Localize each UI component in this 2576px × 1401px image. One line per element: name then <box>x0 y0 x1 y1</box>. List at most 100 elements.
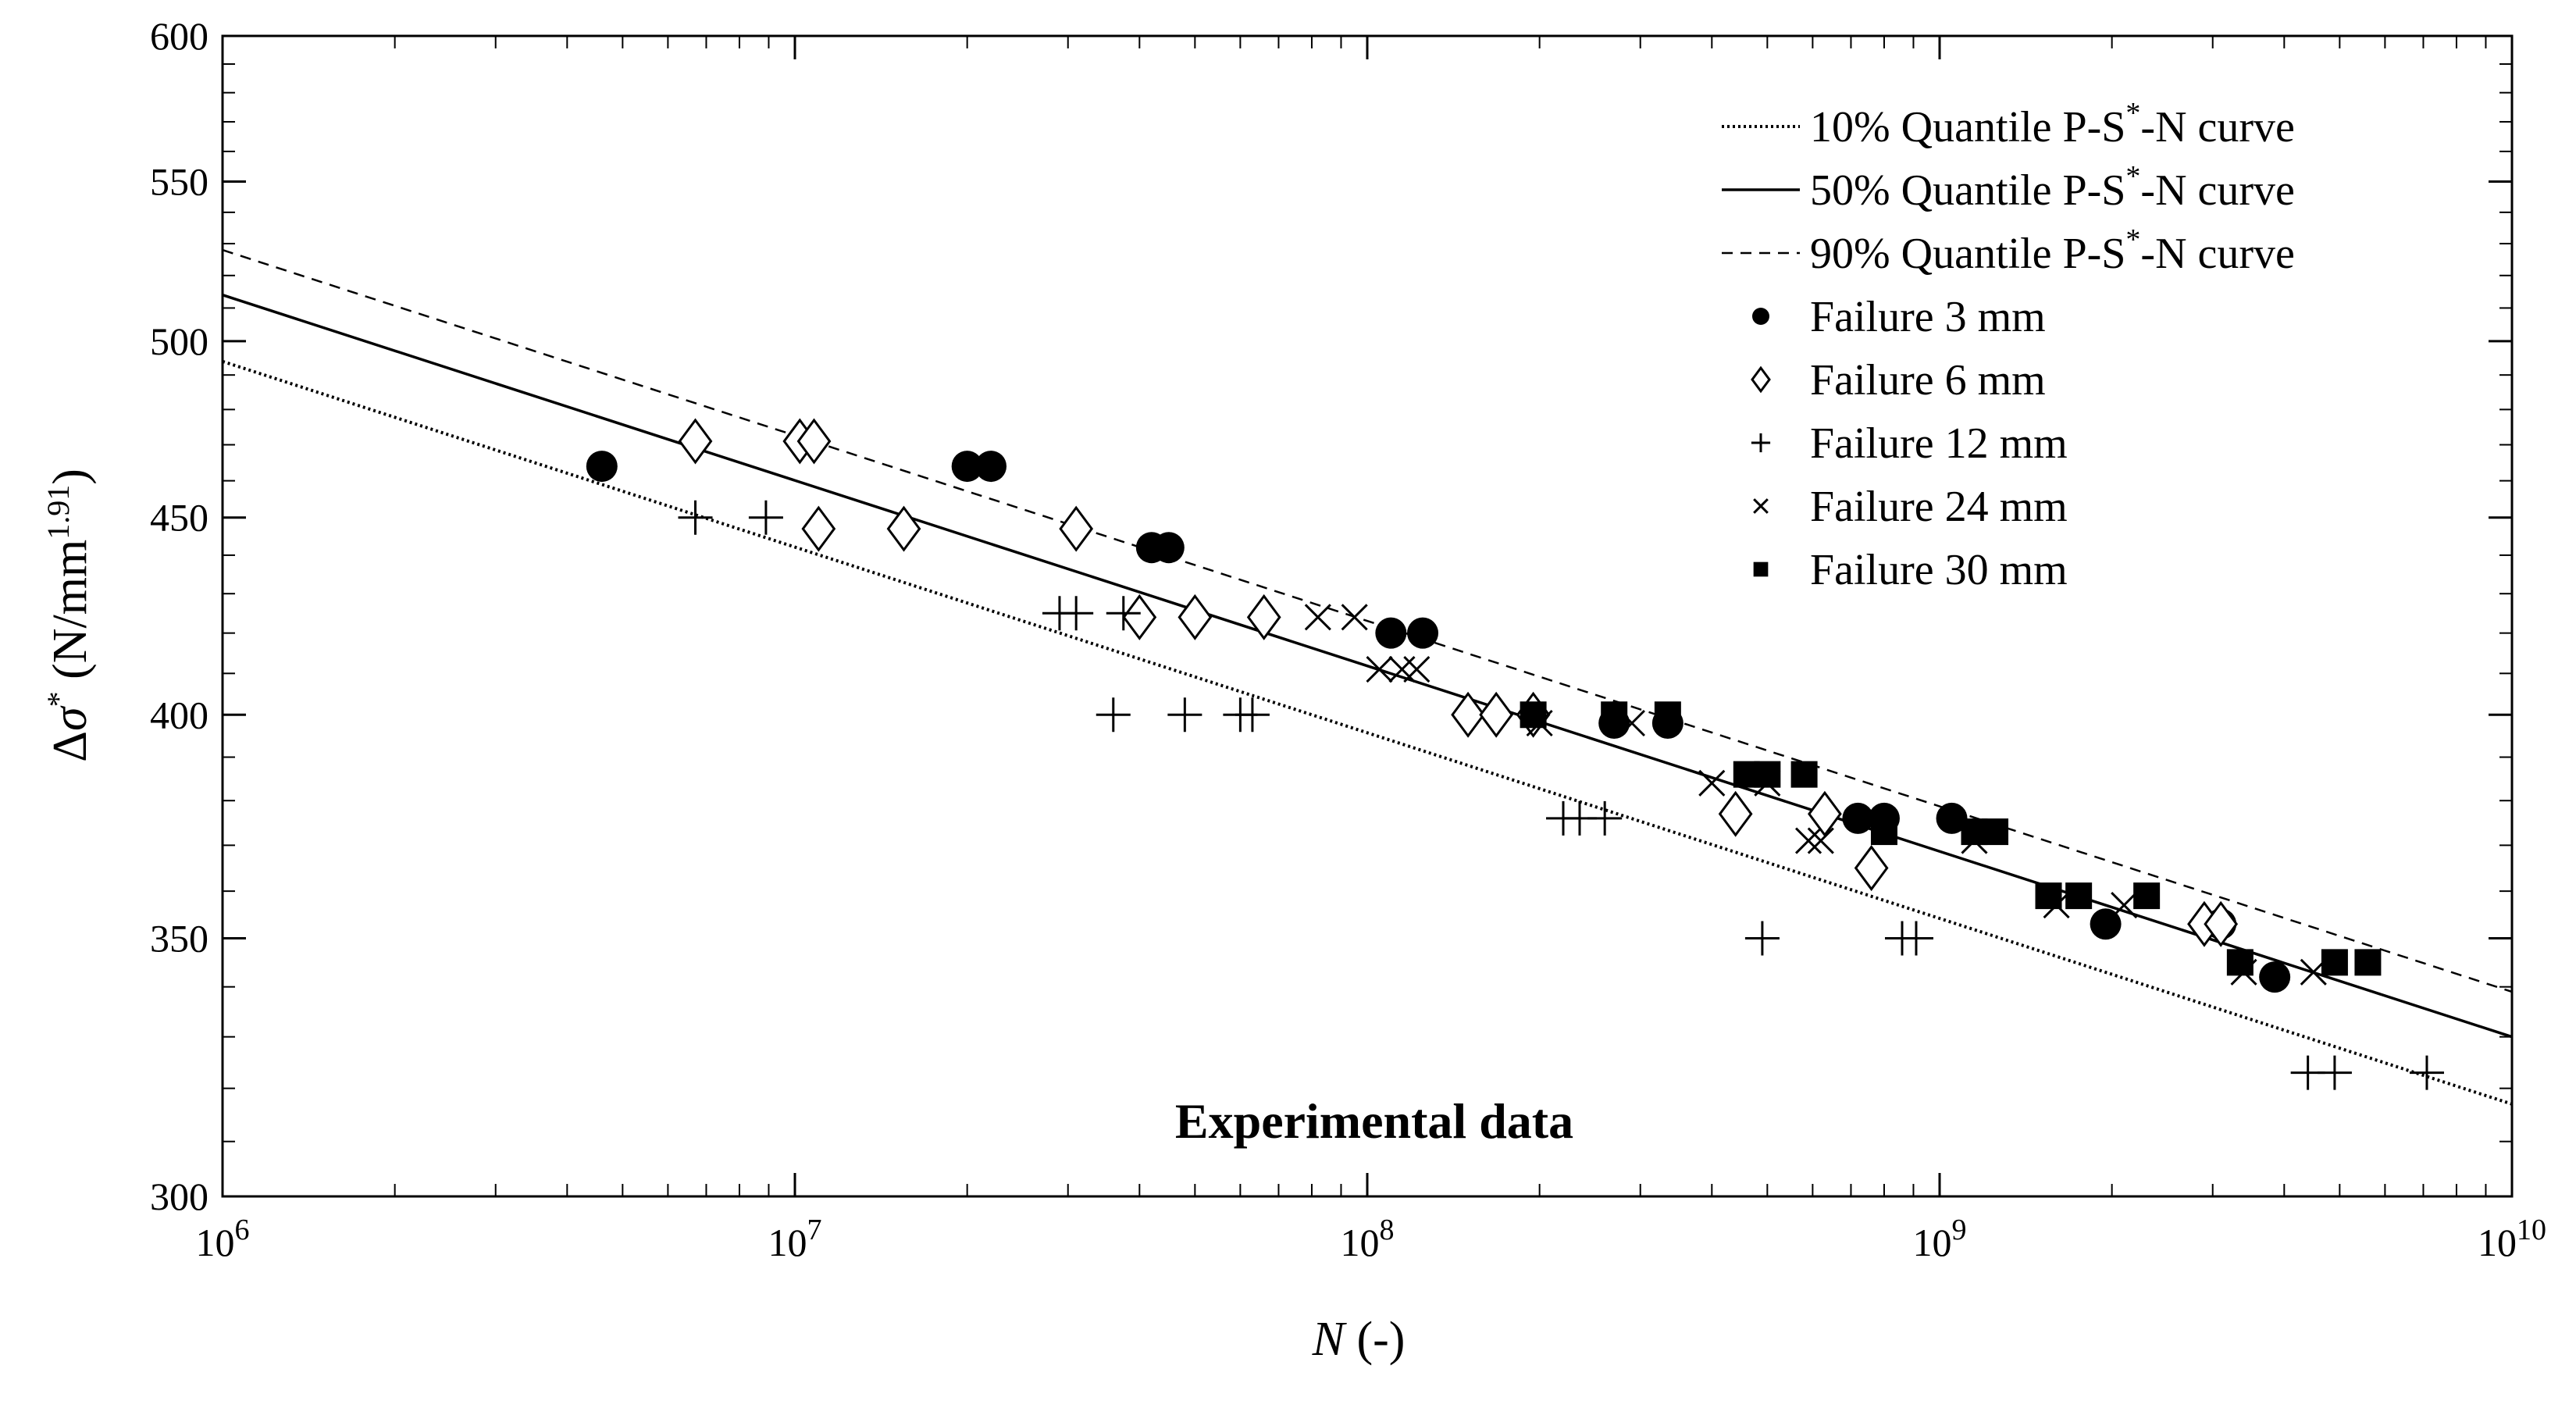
point-failure-6-mm <box>1854 845 1889 892</box>
point-failure-30-mm <box>2133 882 2161 910</box>
x-tick-label: 1010 <box>2478 1214 2546 1264</box>
legend-marker-diamond <box>1751 365 1771 394</box>
point-failure-6-mm <box>1808 790 1842 837</box>
legend-marker-circle <box>1752 308 1769 325</box>
point-failure-12-mm <box>2317 1055 2352 1090</box>
point-failure-6-mm <box>1122 594 1157 640</box>
series-failure-30-mm <box>1520 701 2382 976</box>
legend-label: Failure 30 mm <box>1810 546 2068 594</box>
legend-item: 90% Quantile P-S*-N curve <box>1722 223 2295 278</box>
point-failure-6-mm <box>801 505 836 552</box>
point-failure-3-mm <box>1936 802 1968 834</box>
point-failure-30-mm <box>1520 701 1547 729</box>
point-failure-12-mm <box>678 500 713 535</box>
point-failure-30-mm <box>2035 882 2062 910</box>
legend-label: 90% Quantile P-S*-N curve <box>1810 223 2295 278</box>
x-tick-label: 108 <box>1341 1214 1395 1264</box>
point-failure-12-mm <box>1059 596 1094 631</box>
curve-10-quantile-p-s-n-curve <box>222 359 2513 1106</box>
point-failure-3-mm <box>951 451 983 483</box>
point-failure-6-mm <box>796 418 832 465</box>
point-failure-30-mm <box>1982 818 2009 846</box>
legend-item: 10% Quantile P-S*-N curve <box>1722 97 2295 152</box>
point-failure-12-mm <box>1587 800 1623 836</box>
legend-item: 50% Quantile P-S*-N curve <box>1722 160 2295 215</box>
y-tick-label: 300 <box>150 1175 208 1218</box>
point-failure-12-mm <box>1106 596 1141 631</box>
point-failure-6-mm <box>1718 790 1753 837</box>
axes: 106 107 108 109 1010 300 350 400 450 500 550 600 <box>150 14 2546 1264</box>
y-tick-label: 600 <box>150 14 208 58</box>
y-tick-label: 550 <box>150 160 208 204</box>
point-failure-30-mm <box>1601 701 1628 729</box>
y-axis-title: Δσ* (N/mm1.91) <box>41 469 98 762</box>
point-failure-24-mm <box>1807 827 1834 854</box>
point-failure-6-mm <box>678 418 713 465</box>
point-failure-30-mm <box>2321 949 2348 976</box>
point-failure-12-mm <box>748 500 783 535</box>
point-failure-12-mm <box>1235 697 1270 733</box>
point-failure-12-mm <box>1744 921 1780 956</box>
legend-marker-plus <box>1751 433 1771 453</box>
point-failure-6-mm <box>1059 505 1094 552</box>
point-failure-3-mm <box>2259 961 2291 993</box>
point-failure-30-mm <box>1790 761 1818 788</box>
point-failure-30-mm <box>2065 882 2093 910</box>
series-failure-12-mm <box>678 500 2444 1090</box>
y-tick-label: 450 <box>150 496 208 540</box>
x-axis-title: N (-) <box>1312 1313 1406 1366</box>
legend-item: Failure 30 mm <box>1753 546 2068 594</box>
point-failure-30-mm <box>1654 701 1681 729</box>
point-failure-3-mm <box>1407 617 1439 649</box>
point-failure-24-mm <box>1388 656 1416 683</box>
point-failure-6-mm <box>1178 594 1213 640</box>
point-failure-24-mm <box>1366 656 1393 683</box>
curve-90-quantile-p-s-n-curve <box>222 248 2513 993</box>
legend-item: Failure 6 mm <box>1751 356 2046 405</box>
x-tick-label: 109 <box>1913 1214 1967 1264</box>
point-failure-24-mm <box>2111 892 2138 919</box>
point-failure-6-mm <box>1479 691 1514 738</box>
x-tick-label: 106 <box>196 1214 250 1264</box>
point-failure-24-mm <box>1403 656 1431 683</box>
legend-item: Failure 3 mm <box>1752 293 2046 341</box>
point-failure-6-mm <box>1451 691 1485 738</box>
y-tick-label: 500 <box>150 319 208 363</box>
point-failure-3-mm <box>586 451 618 483</box>
legend: 10% Quantile P-S*-N curve 50% Quantile P-… <box>1722 97 2295 594</box>
legend-label: Failure 12 mm <box>1810 419 2068 468</box>
legend-item: Failure 12 mm <box>1751 419 2068 468</box>
point-failure-30-mm <box>2354 949 2382 976</box>
point-failure-24-mm <box>1698 769 1726 797</box>
curve-50-quantile-p-s-n-curve <box>222 294 2513 1039</box>
legend-item: Failure 24 mm <box>1753 483 2068 531</box>
y-tick-label: 400 <box>150 693 208 736</box>
point-failure-30-mm <box>1870 818 1897 846</box>
data-markers <box>586 418 2444 1090</box>
point-failure-12-mm <box>2409 1055 2444 1090</box>
point-failure-6-mm <box>1246 594 1281 640</box>
point-failure-3-mm <box>1375 617 1407 649</box>
legend-label: Failure 6 mm <box>1810 356 2046 405</box>
point-failure-6-mm <box>886 505 921 552</box>
point-failure-12-mm <box>1167 697 1202 733</box>
point-failure-6-mm <box>2204 900 2239 947</box>
legend-label: 50% Quantile P-S*-N curve <box>1810 160 2295 215</box>
point-failure-3-mm <box>974 451 1007 483</box>
point-failure-12-mm <box>1096 697 1131 733</box>
point-failure-24-mm <box>1794 827 1822 854</box>
point-failure-24-mm <box>1304 604 1331 631</box>
y-tick-label: 350 <box>150 917 208 961</box>
legend-label: Failure 3 mm <box>1810 293 2046 341</box>
legend-label: Failure 24 mm <box>1810 483 2068 531</box>
legend-label: 10% Quantile P-S*-N curve <box>1810 97 2295 152</box>
quantile-curves <box>222 248 2513 1106</box>
point-failure-3-mm <box>1153 532 1185 564</box>
point-failure-30-mm <box>2226 949 2254 976</box>
point-failure-30-mm <box>1754 761 1781 788</box>
point-failure-3-mm <box>1842 802 1874 834</box>
point-failure-24-mm <box>1341 604 1368 631</box>
x-tick-label: 107 <box>768 1214 822 1264</box>
